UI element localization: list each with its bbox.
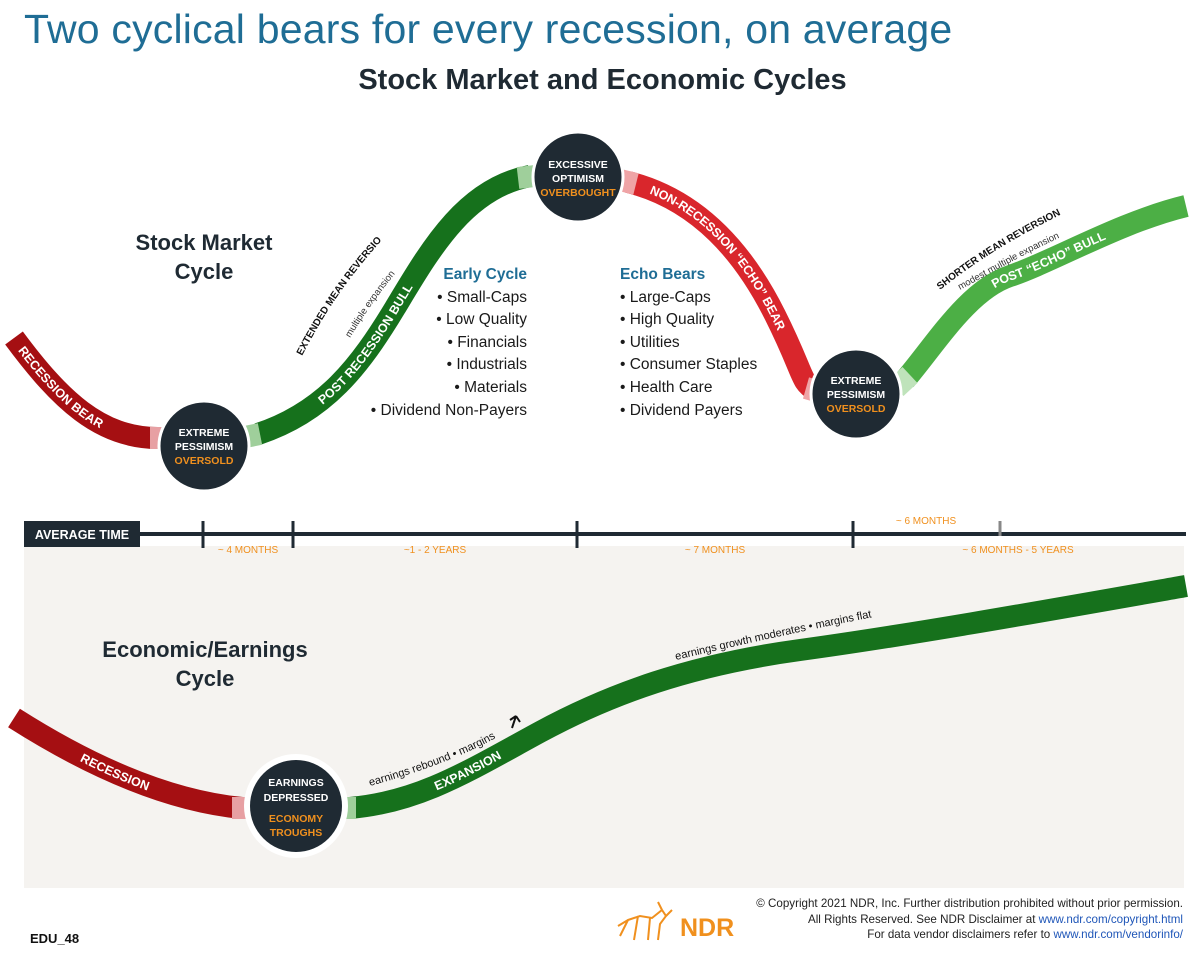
extended-mean-reversion-label: EXTENDED MEAN REVERSION	[0, 0, 384, 357]
chart-subtitle: Stock Market and Economic Cycles	[358, 64, 847, 96]
vendor-text: For data vendor disclaimers refer to	[867, 928, 1054, 941]
echo-bears-list: Echo Bears • Large-Caps • High Quality •…	[620, 264, 820, 422]
echo-bears-title: Echo Bears	[620, 266, 706, 283]
svg-text:~1 - 2 YEARS: ~1 - 2 YEARS	[404, 545, 467, 556]
average-time-timeline: AVERAGE TIME ~ 4 MONTHS ~1 - 2 YEARS ~ 7…	[24, 516, 1186, 556]
recession-bear-label: RECESSION BEAR	[15, 344, 105, 431]
document-code: EDU_48	[30, 931, 80, 946]
up-arrow-icon	[509, 715, 521, 729]
svg-text:~ 6 MONTHS: ~ 6 MONTHS	[896, 516, 957, 527]
svg-text:ECONOMY: ECONOMY	[269, 813, 323, 825]
list-item: • Large-Caps	[620, 288, 711, 306]
list-item: • Low Quality	[436, 311, 527, 329]
svg-text:PESSIMISM: PESSIMISM	[827, 389, 886, 401]
economic-cycle-background	[24, 546, 1184, 888]
bull-bear-logo-icon: NDR	[617, 901, 734, 942]
post-echo-bull-ribbon	[896, 195, 1189, 388]
list-item: • Financials	[447, 333, 527, 351]
svg-text:PESSIMISM: PESSIMISM	[175, 441, 234, 453]
ndr-logo: NDR	[614, 896, 750, 952]
page-title: Two cyclical bears for every recession, …	[24, 6, 953, 52]
econ-trough-circle: EARNINGS DEPRESSED ECONOMY TROUGHS	[244, 754, 348, 858]
non-recession-bear-ribbon	[625, 171, 821, 400]
peak-circle: EXCESSIVE OPTIMISM OVERBOUGHT	[531, 130, 625, 224]
list-item: • Small-Caps	[437, 288, 527, 306]
trough2-circle: EXTREME PESSIMISM OVERSOLD	[809, 347, 903, 441]
list-item: • Dividend Payers	[620, 401, 743, 419]
list-item: • Utilities	[620, 333, 680, 351]
list-item: • Health Care	[620, 378, 713, 396]
vendorinfo-link[interactable]: www.ndr.com/vendorinfo/	[1053, 928, 1183, 941]
econ-cycle-label: Economic/Earnings Cycle	[102, 637, 308, 691]
expansion-ribbon	[348, 575, 1188, 819]
svg-text:~ 6 MONTHS - 5 YEARS: ~ 6 MONTHS - 5 YEARS	[962, 545, 1074, 556]
svg-text:NDR: NDR	[680, 914, 734, 942]
svg-text:EXTREME: EXTREME	[179, 427, 230, 439]
svg-text:OVERSOLD: OVERSOLD	[827, 403, 886, 415]
svg-text:OVERSOLD: OVERSOLD	[175, 455, 234, 467]
svg-text:AVERAGE TIME: AVERAGE TIME	[35, 528, 129, 542]
svg-text:EXTREME: EXTREME	[831, 375, 882, 387]
disclaimer-text: All Rights Reserved. See NDR Disclaimer …	[808, 912, 1039, 926]
svg-text:OVERBOUGHT: OVERBOUGHT	[540, 187, 616, 199]
non-recession-bear-label: NON-RECESSION “ECHO” BEAR	[648, 183, 788, 332]
list-item: • Consumer Staples	[620, 356, 758, 374]
svg-text:~ 4 MONTHS: ~ 4 MONTHS	[218, 545, 279, 556]
list-item: • High Quality	[620, 311, 715, 329]
early-cycle-title: Early Cycle	[443, 266, 527, 283]
early-cycle-list: Early Cycle • Small-Caps • Low Quality •…	[350, 264, 527, 422]
svg-text:EARNINGS: EARNINGS	[268, 777, 323, 789]
post-recession-bull-ribbon	[254, 165, 533, 445]
svg-text:~ 7 MONTHS: ~ 7 MONTHS	[685, 545, 746, 556]
svg-text:TROUGHS: TROUGHS	[270, 827, 323, 839]
list-item: • Materials	[454, 378, 527, 396]
svg-text:OPTIMISM: OPTIMISM	[552, 173, 604, 185]
recession-bear-ribbon	[5, 331, 159, 449]
stock-cycle-label: Stock Market Cycle	[135, 230, 273, 284]
copyright-link[interactable]: www.ndr.com/copyright.html	[1038, 912, 1183, 926]
copyright-footer: © Copyright 2021 NDR, Inc. Further distr…	[663, 896, 1183, 943]
recession-ribbon	[8, 708, 244, 819]
svg-text:EXCESSIVE: EXCESSIVE	[548, 159, 608, 171]
list-item: • Industrials	[446, 356, 527, 374]
list-item: • Dividend Non-Payers	[370, 401, 527, 419]
svg-text:DEPRESSED: DEPRESSED	[264, 792, 329, 804]
copyright-line: © Copyright 2021 NDR, Inc. Further distr…	[756, 897, 1183, 910]
trough1-circle: EXTREME PESSIMISM OVERSOLD	[157, 399, 251, 493]
